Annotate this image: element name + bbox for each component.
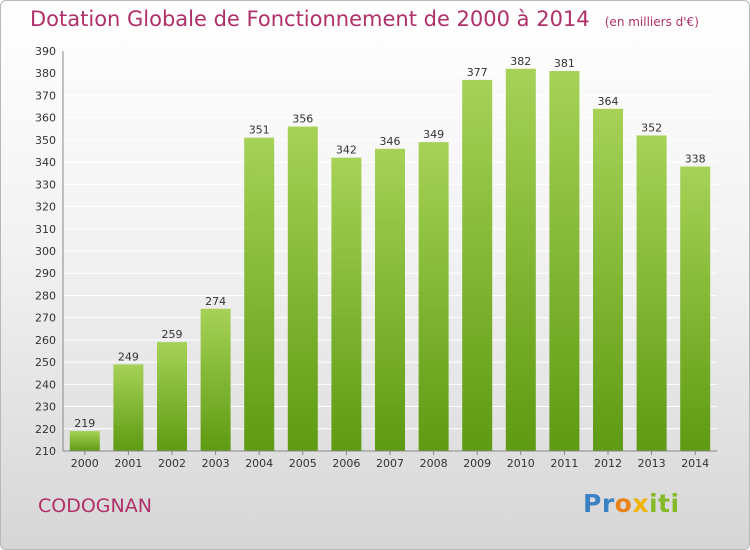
x-tick-label: 2007 xyxy=(376,457,404,470)
x-tick-label: 2011 xyxy=(550,457,578,470)
chart-unit-text: (en milliers d'€) xyxy=(604,15,699,29)
bar-2000 xyxy=(69,431,100,451)
y-tick-label: 230 xyxy=(35,401,56,414)
bar-2013 xyxy=(636,135,667,451)
y-tick-label: 270 xyxy=(35,312,56,325)
x-tick-label: 2004 xyxy=(245,457,273,470)
x-tick-label: 2003 xyxy=(202,457,230,470)
x-tick-label: 2013 xyxy=(638,457,666,470)
y-tick-label: 330 xyxy=(35,178,56,191)
proxiti-logo[interactable]: Proxiti xyxy=(583,489,680,518)
y-tick-label: 340 xyxy=(35,156,56,169)
bar-value-label: 346 xyxy=(380,135,401,148)
y-tick-label: 290 xyxy=(35,267,56,280)
y-tick-label: 220 xyxy=(35,423,56,436)
bar-2002 xyxy=(157,342,187,451)
bar-2005 xyxy=(287,126,318,452)
x-tick-label: 2009 xyxy=(463,457,491,470)
y-tick-label: 370 xyxy=(35,89,56,102)
bar-value-label: 377 xyxy=(467,66,488,79)
bar-2008 xyxy=(418,142,449,451)
y-tick-label: 380 xyxy=(35,67,56,80)
chart-title-text: Dotation Globale de Fonctionnement de 20… xyxy=(30,7,590,31)
bar-value-label: 259 xyxy=(162,328,183,341)
y-tick-label: 310 xyxy=(35,223,56,236)
bar-2014 xyxy=(680,166,711,452)
x-tick-label: 2012 xyxy=(594,457,622,470)
bar-value-label: 249 xyxy=(118,350,139,363)
bar-value-label: 381 xyxy=(554,57,575,70)
bar-2004 xyxy=(244,137,275,451)
y-tick-label: 250 xyxy=(35,356,56,369)
bar-value-label: 351 xyxy=(249,124,270,137)
bar-value-label: 342 xyxy=(336,144,357,157)
y-tick-label: 240 xyxy=(35,378,56,391)
y-tick-label: 360 xyxy=(35,112,56,125)
x-tick-label: 2001 xyxy=(114,457,142,470)
bar-value-label: 364 xyxy=(598,95,619,108)
x-tick-label: 2014 xyxy=(681,457,709,470)
bar-value-label: 349 xyxy=(423,128,444,141)
bar-2007 xyxy=(375,148,405,451)
chart-title: Dotation Globale de Fonctionnement de 20… xyxy=(30,7,699,31)
y-tick-label: 350 xyxy=(35,134,56,147)
x-tick-label: 2000 xyxy=(71,457,99,470)
bar-value-label: 352 xyxy=(641,121,662,134)
bars-group: 219 249 259 274 351 356 342 346 349 377 382 381 364 3… xyxy=(69,55,711,452)
bar-value-label: 356 xyxy=(292,113,313,126)
x-tick-label: 2005 xyxy=(289,457,317,470)
y-tick-label: 280 xyxy=(35,289,56,302)
bar-value-label: 219 xyxy=(74,417,95,430)
y-tick-label: 390 xyxy=(35,45,56,58)
x-tick-label: 2006 xyxy=(332,457,360,470)
bar-value-label: 274 xyxy=(205,295,226,308)
bar-2011 xyxy=(549,71,580,451)
y-tick-label: 320 xyxy=(35,201,56,214)
y-tick-label: 260 xyxy=(35,334,56,347)
x-tick-label: 2010 xyxy=(507,457,535,470)
bar-2003 xyxy=(200,308,231,451)
y-tick-label: 210 xyxy=(35,445,56,458)
bar-2009 xyxy=(462,79,493,451)
x-tick-label: 2008 xyxy=(420,457,448,470)
y-tick-label: 300 xyxy=(35,245,56,258)
axes-group: 210 220 230 240 250 260 270 280 290 300 310 320 330 3… xyxy=(35,45,717,470)
bar-2006 xyxy=(331,157,362,451)
x-tick-label: 2002 xyxy=(158,457,186,470)
bar-value-label: 382 xyxy=(510,55,531,68)
bar-value-label: 338 xyxy=(685,153,706,166)
bar-2001 xyxy=(113,364,144,451)
bar-2012 xyxy=(593,108,623,452)
commune-name: CODOGNAN xyxy=(38,495,152,517)
bar-2010 xyxy=(505,68,536,452)
